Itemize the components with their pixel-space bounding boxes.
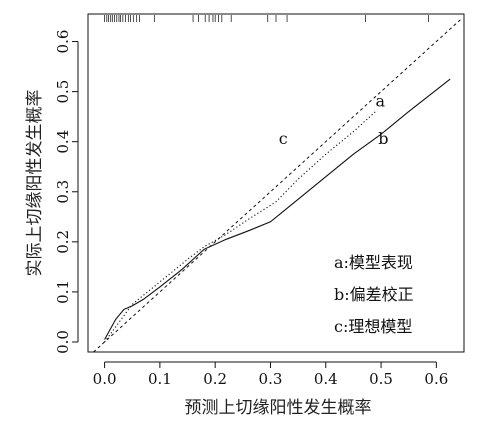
x-tick-label: 0.1 bbox=[148, 370, 172, 388]
x-tick-label: 0.2 bbox=[203, 370, 227, 388]
curve-label-c: c bbox=[279, 129, 288, 148]
series-b-line bbox=[104, 78, 451, 340]
y-tick-label: 0.6 bbox=[54, 30, 72, 54]
x-tick-label: 0.6 bbox=[424, 370, 448, 388]
series-group bbox=[93, 18, 462, 353]
curve-label-a: a bbox=[376, 92, 386, 111]
series-a-line bbox=[104, 111, 376, 343]
plot-frame bbox=[87, 13, 465, 353]
curve-labels: ab c bbox=[279, 92, 389, 149]
legend-entry: c:理想模型 bbox=[334, 317, 412, 336]
y-tick-label: 0.2 bbox=[54, 230, 72, 254]
y-tick-label: 0.3 bbox=[54, 180, 72, 204]
y-tick-label: 0.5 bbox=[54, 80, 72, 104]
rug-marks bbox=[104, 15, 430, 22]
legend-entry: b:偏差校正 bbox=[334, 285, 414, 304]
y-tick-label: 0.1 bbox=[54, 280, 72, 304]
legend: a:模型表现 b:偏差校正 c:理想模型 bbox=[334, 253, 414, 336]
x-tick-label: 0.0 bbox=[93, 370, 117, 388]
y-axis: 0.0 0.1 0.2 0.3 0.4 0.5 0.6 bbox=[54, 30, 79, 354]
legend-entry: a:模型表现 bbox=[334, 253, 413, 272]
x-axis-title: 预测上切缘阳性发生概率 bbox=[185, 398, 372, 418]
y-tick-label: 0.0 bbox=[54, 330, 72, 354]
x-tick-label: 0.4 bbox=[314, 370, 338, 388]
x-tick-label: 0.5 bbox=[369, 370, 393, 388]
x-tick-label: 0.3 bbox=[259, 370, 283, 388]
series-c-line bbox=[93, 18, 462, 353]
y-tick-label: 0.4 bbox=[54, 130, 72, 154]
curve-label-b: b bbox=[378, 129, 388, 148]
y-axis-title: 实际上切缘阳性发生概率 bbox=[25, 90, 45, 277]
x-axis: 0.0 0.1 0.2 0.3 0.4 0.5 0.6 bbox=[93, 361, 448, 388]
